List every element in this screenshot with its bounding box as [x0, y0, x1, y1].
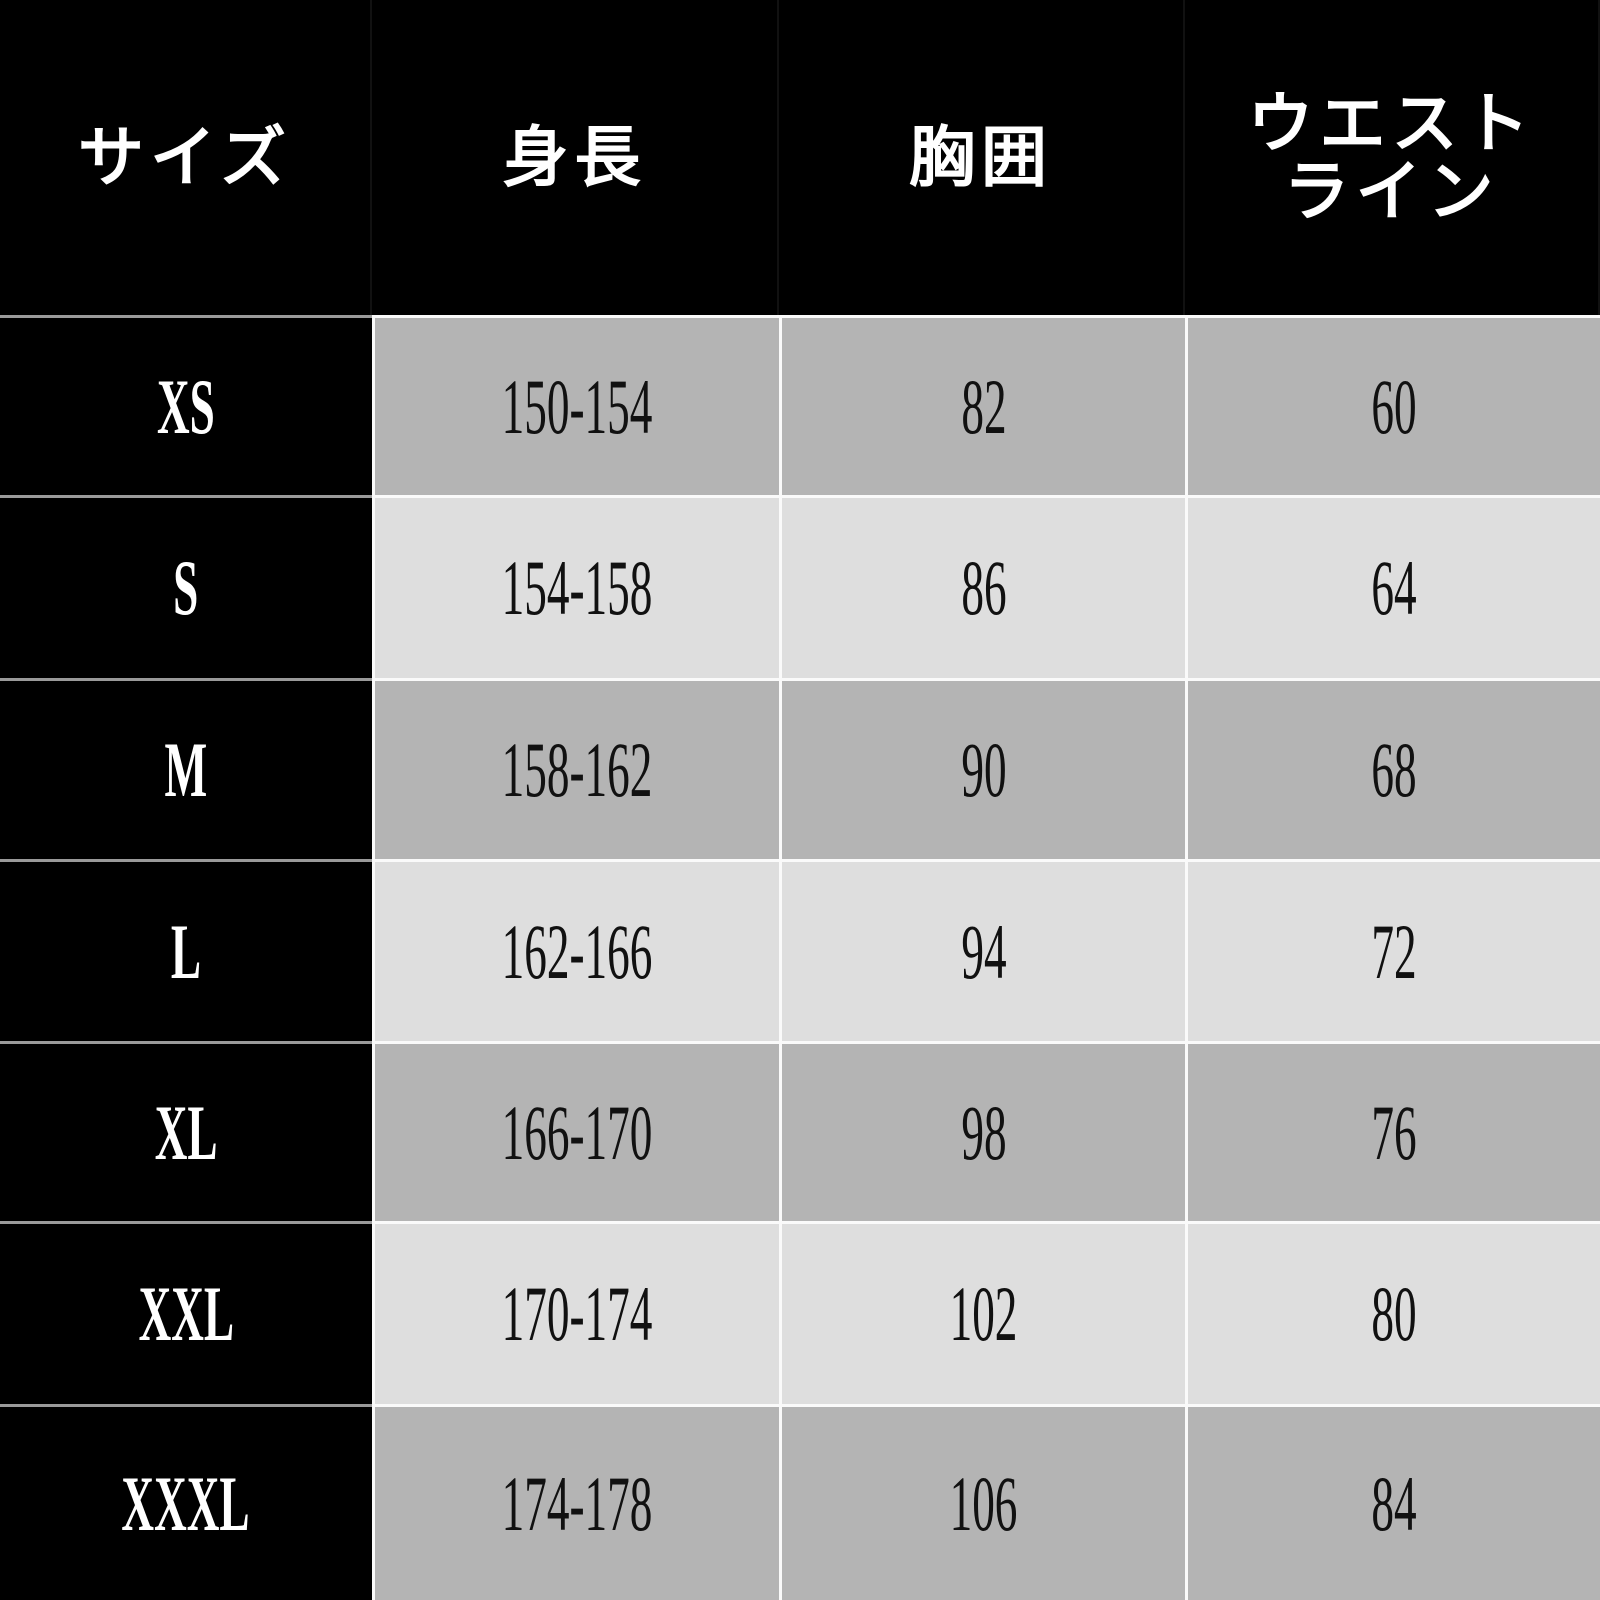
cell-size: M [0, 678, 372, 859]
cell-waist-text: 80 [1371, 1270, 1417, 1357]
cell-height-text: 158-162 [501, 726, 653, 813]
cell-waist-text: 68 [1371, 726, 1417, 813]
cell-chest-text: 90 [960, 726, 1007, 813]
cell-height: 154-158 [372, 495, 779, 678]
cell-size-text: XS [157, 362, 215, 450]
cell-waist: 72 [1185, 859, 1600, 1041]
cell-waist: 64 [1185, 495, 1600, 678]
header-chest: 胸囲 [779, 0, 1185, 315]
cell-waist-text: 72 [1371, 907, 1417, 995]
cell-size-text: M [164, 726, 208, 813]
cell-chest: 90 [779, 678, 1185, 859]
cell-size-text: L [170, 907, 202, 995]
cell-size-text: XXL [138, 1270, 234, 1357]
cell-size-text: XXXL [121, 1459, 251, 1547]
cell-waist: 60 [1185, 315, 1600, 495]
cell-waist-text: 76 [1371, 1088, 1417, 1176]
cell-waist: 80 [1185, 1221, 1600, 1404]
cell-chest: 82 [779, 315, 1185, 495]
cell-size: XS [0, 315, 372, 495]
cell-height: 166-170 [372, 1041, 779, 1221]
cell-chest: 106 [779, 1404, 1185, 1600]
cell-height-text: 150-154 [501, 362, 653, 450]
cell-size-text: S [173, 544, 199, 631]
cell-height: 158-162 [372, 678, 779, 859]
cell-waist: 84 [1185, 1404, 1600, 1600]
header-waist: ウエスト ライン [1185, 0, 1600, 315]
cell-chest-text: 102 [949, 1270, 1018, 1357]
cell-chest-text: 82 [960, 362, 1007, 450]
cell-chest-text: 98 [960, 1088, 1007, 1176]
cell-waist: 68 [1185, 678, 1600, 859]
cell-height: 162-166 [372, 859, 779, 1041]
cell-height-text: 154-158 [501, 544, 653, 631]
cell-waist-text: 64 [1371, 544, 1417, 631]
cell-size: L [0, 859, 372, 1041]
cell-height-text: 170-174 [501, 1270, 653, 1357]
cell-waist: 76 [1185, 1041, 1600, 1221]
cell-chest: 98 [779, 1041, 1185, 1221]
cell-waist-text: 60 [1371, 362, 1417, 450]
cell-chest-text: 86 [960, 544, 1007, 631]
cell-chest-text: 94 [960, 907, 1007, 995]
header-height: 身長 [372, 0, 779, 315]
cell-chest-text: 106 [949, 1459, 1018, 1547]
cell-height-text: 162-166 [501, 907, 653, 995]
cell-height-text: 166-170 [501, 1088, 653, 1176]
cell-chest: 94 [779, 859, 1185, 1041]
cell-waist-text: 84 [1371, 1459, 1417, 1547]
cell-size: S [0, 495, 372, 678]
cell-height: 150-154 [372, 315, 779, 495]
cell-chest: 86 [779, 495, 1185, 678]
cell-height: 174-178 [372, 1404, 779, 1600]
cell-size: XXXL [0, 1404, 372, 1600]
cell-size-text: XL [154, 1088, 218, 1176]
cell-size: XXL [0, 1221, 372, 1404]
cell-height: 170-174 [372, 1221, 779, 1404]
cell-height-text: 174-178 [501, 1459, 653, 1547]
cell-chest: 102 [779, 1221, 1185, 1404]
header-size: サイズ [0, 0, 372, 315]
cell-size: XL [0, 1041, 372, 1221]
